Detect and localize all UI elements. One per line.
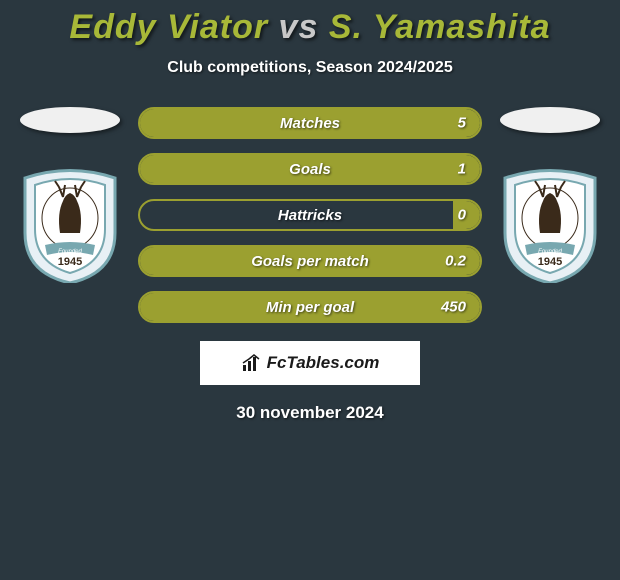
svg-text:1945: 1945 xyxy=(538,256,562,268)
player1-oval-placeholder xyxy=(20,107,120,133)
main-content: Founded 1945 Matches 5 Goals 1 Hattricks… xyxy=(0,107,620,323)
stat-bar-goals: Goals 1 xyxy=(138,153,482,185)
stat-label: Min per goal xyxy=(266,299,354,316)
player1-crest: Founded 1945 xyxy=(15,163,125,283)
stat-value: 1 xyxy=(458,161,466,178)
stat-bar-matches: Matches 5 xyxy=(138,107,482,139)
stat-value: 0 xyxy=(458,207,466,224)
vs-text: vs xyxy=(279,8,319,46)
comparison-title: Eddy Viator vs S. Yamashita xyxy=(0,8,620,47)
stat-bar-goals-per-match: Goals per match 0.2 xyxy=(138,245,482,277)
svg-text:Founded: Founded xyxy=(58,249,82,255)
stat-value: 0.2 xyxy=(445,253,466,270)
chart-icon xyxy=(241,353,261,373)
stat-value: 5 xyxy=(458,115,466,132)
stat-label: Goals xyxy=(289,161,331,178)
player2-crest: Founded 1945 xyxy=(495,163,605,283)
player1-name: Eddy Viator xyxy=(69,8,268,46)
stat-label: Hattricks xyxy=(278,207,342,224)
stats-column: Matches 5 Goals 1 Hattricks 0 Goals per … xyxy=(130,107,490,323)
stat-value: 450 xyxy=(441,299,466,316)
stat-label: Goals per match xyxy=(251,253,369,270)
svg-text:Founded: Founded xyxy=(538,249,562,255)
logo-text: FcTables.com xyxy=(267,353,380,373)
left-side-column: Founded 1945 xyxy=(10,107,130,283)
right-side-column: Founded 1945 xyxy=(490,107,610,283)
stat-label: Matches xyxy=(280,115,340,132)
player2-oval-placeholder xyxy=(500,107,600,133)
crest-icon: Founded 1945 xyxy=(495,163,605,283)
player2-name: S. Yamashita xyxy=(329,8,551,46)
crest-icon: Founded 1945 xyxy=(15,163,125,283)
stat-bar-hattricks: Hattricks 0 xyxy=(138,199,482,231)
svg-text:1945: 1945 xyxy=(58,256,82,268)
date-text: 30 november 2024 xyxy=(0,403,620,423)
stat-bar-min-per-goal: Min per goal 450 xyxy=(138,291,482,323)
subtitle: Club competitions, Season 2024/2025 xyxy=(0,59,620,77)
fctables-logo-box[interactable]: FcTables.com xyxy=(200,341,420,385)
